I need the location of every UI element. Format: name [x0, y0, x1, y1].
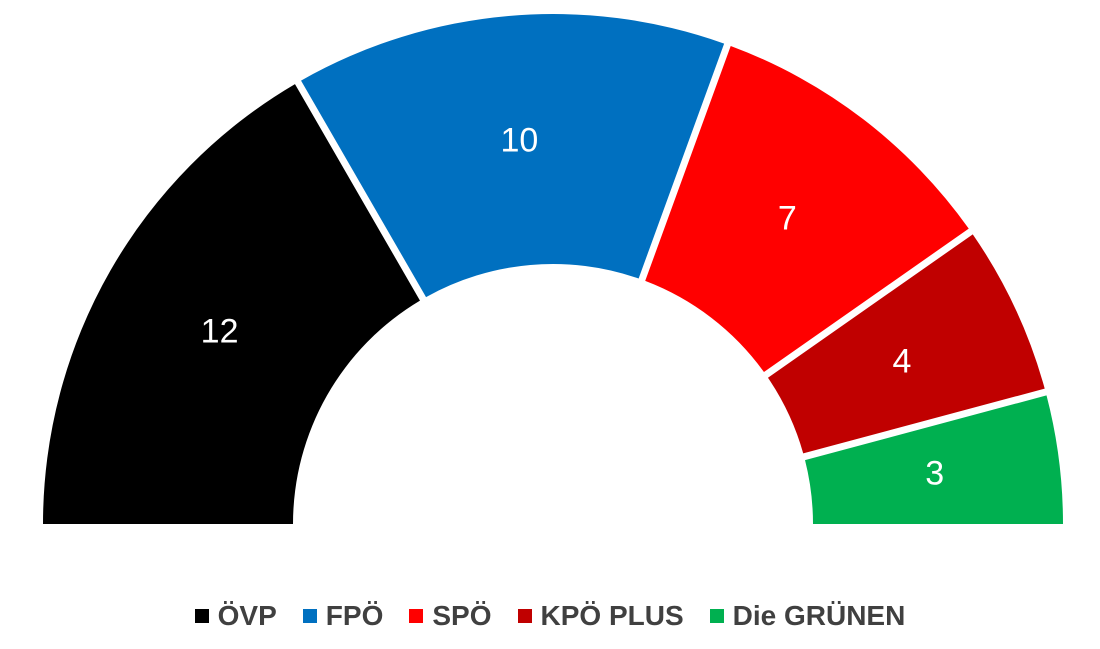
chart-slices — [43, 14, 1063, 524]
slice-fpoe — [301, 14, 725, 298]
legend-label: ÖVP — [217, 600, 277, 631]
parliament-chart: 12 10 7 4 3 — [43, 14, 1063, 524]
slice-die-gruenen — [805, 395, 1063, 524]
legend-swatch-spoe — [409, 609, 424, 623]
data-label-spoe: 7 — [778, 200, 797, 238]
data-label-kpoe-plus: 4 — [892, 342, 911, 380]
legend-label: SPÖ — [432, 600, 492, 631]
legend-label: KPÖ PLUS — [540, 600, 684, 631]
data-label-die-gruenen: 3 — [925, 455, 944, 493]
chart-legend: ÖVP FPÖ SPÖ KPÖ PLUS Die GRÜNEN — [0, 594, 1100, 638]
legend-label: Die GRÜNEN — [732, 600, 906, 631]
data-label-oevp: 12 — [201, 313, 239, 351]
legend-swatch-fpoe — [302, 609, 317, 623]
slice-oevp — [43, 84, 420, 524]
legend-swatch-die-gruenen — [709, 609, 724, 623]
legend-item-fpoe: FPÖ — [302, 600, 384, 632]
slice-spoe — [645, 45, 969, 373]
data-label-fpoe: 10 — [501, 121, 539, 159]
legend-label: FPÖ — [325, 600, 384, 631]
legend-swatch-kpoe-plus — [517, 609, 532, 623]
slice-kpoe-plus — [767, 234, 1045, 454]
chart-data-labels: 12 10 7 4 3 — [201, 121, 945, 492]
legend-item-kpoe-plus: KPÖ PLUS — [517, 600, 684, 632]
legend-item-die-gruenen: Die GRÜNEN — [709, 600, 906, 632]
legend-item-oevp: ÖVP — [194, 600, 277, 632]
legend-item-spoe: SPÖ — [409, 600, 492, 632]
legend-swatch-oevp — [194, 609, 209, 623]
